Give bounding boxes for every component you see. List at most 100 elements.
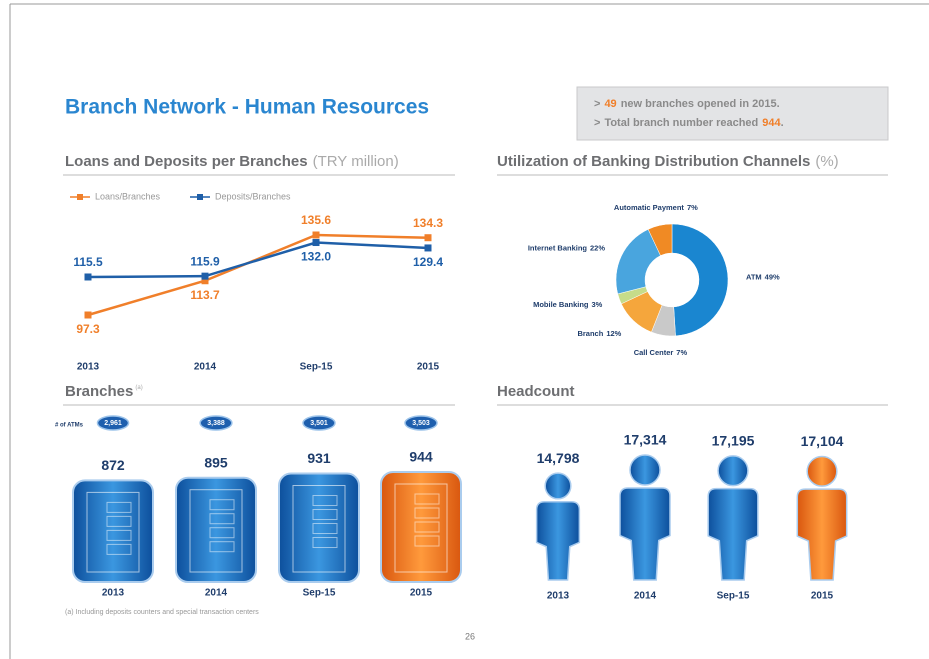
slice-value: 7%	[676, 348, 687, 357]
atm-badge	[302, 415, 336, 431]
section-unit: (%)	[815, 153, 838, 170]
person-body	[796, 488, 848, 581]
branch-door	[189, 489, 243, 573]
person-body	[619, 487, 671, 581]
branch-door	[394, 483, 448, 573]
person-head	[544, 472, 572, 500]
pie-slice	[647, 223, 673, 256]
branch-window	[106, 515, 132, 527]
section-title-text: Utilization of Banking Distribution Chan…	[497, 153, 810, 170]
slice-label: Automatic Payment 7%	[614, 203, 698, 212]
branch-bar	[175, 476, 257, 583]
section-title-text: Headcount	[497, 383, 575, 400]
legend-label: Loans/Branches	[95, 191, 161, 201]
person	[535, 472, 581, 581]
data-label: 113.7	[190, 288, 220, 302]
series-line	[87, 241, 429, 279]
point	[84, 273, 92, 281]
branch-bar	[278, 472, 360, 583]
callout-end: .	[781, 117, 784, 129]
branch-window	[106, 529, 132, 541]
callout-line: > Total branch number reached 944.	[594, 117, 784, 129]
point	[201, 272, 209, 280]
point	[424, 234, 432, 242]
slice-value: 22%	[590, 243, 605, 252]
callout-marker: >	[594, 117, 600, 129]
data-label: 132.0	[301, 250, 331, 264]
data-label: 17,195	[712, 433, 755, 449]
branch-window	[312, 509, 338, 521]
x-tick-label: 2013	[102, 588, 125, 599]
person	[796, 455, 848, 581]
branch-window	[414, 493, 440, 505]
atm-value: 3,501	[310, 420, 328, 427]
legend-label: Deposits/Branches	[215, 191, 291, 201]
x-tick-label: 2015	[811, 591, 834, 602]
branch-window	[209, 513, 235, 525]
branch-window	[209, 499, 235, 511]
x-tick-label: 2015	[410, 588, 433, 599]
footnote: (a) Including deposits counters and spec…	[65, 609, 259, 616]
branch-window	[312, 523, 338, 535]
section-title: Headcount	[497, 383, 575, 400]
x-tick-label: 2014	[634, 591, 657, 602]
branch-door	[292, 485, 346, 573]
callout-box	[576, 86, 889, 141]
slice-category: Mobile Banking	[533, 300, 589, 309]
slice-category: ATM	[746, 273, 762, 282]
data-label: 129.4	[413, 255, 443, 269]
x-tick-label: 2013	[77, 362, 100, 373]
person	[619, 454, 671, 581]
slice-category: Internet Banking	[528, 243, 588, 252]
callout-highlight: 944	[762, 117, 781, 129]
data-label: 134.3	[413, 216, 443, 230]
legend-marker	[197, 194, 203, 200]
section-title: Utilization of Banking Distribution Chan…	[497, 153, 839, 170]
branch-window	[106, 543, 132, 555]
person-body	[707, 487, 759, 581]
slide-title: Branch Network - Human Resources	[65, 96, 429, 119]
x-tick-label: 2015	[417, 362, 440, 373]
branch-bar	[380, 471, 462, 583]
point	[312, 239, 320, 247]
slice-category: Branch	[577, 329, 603, 338]
callout-text: Total branch number reached	[604, 117, 758, 129]
callout-highlight: 49	[604, 98, 616, 110]
branch-window	[209, 527, 235, 539]
atm-value: 2,961	[104, 420, 122, 427]
data-label: 14,798	[537, 450, 580, 466]
person-head	[806, 455, 838, 487]
page-number: 26	[465, 631, 475, 641]
branch-window	[414, 521, 440, 533]
data-label: 115.9	[190, 254, 220, 268]
slice-label: Mobile Banking 3%	[533, 300, 603, 309]
x-tick-label: 2013	[547, 591, 570, 602]
data-label: 115.5	[73, 255, 103, 269]
branch-window	[106, 501, 132, 513]
x-tick-label: 2014	[194, 362, 217, 373]
legend-marker	[77, 194, 83, 200]
slice-value: 3%	[592, 300, 603, 309]
point	[424, 244, 432, 252]
slice-value: 49%	[765, 273, 780, 282]
slice-value: 12%	[606, 329, 621, 338]
slice-label: ATM 49%	[746, 273, 780, 282]
slice-value: 7%	[687, 203, 698, 212]
data-label: 944	[409, 449, 433, 465]
branch-window	[312, 495, 338, 507]
pie-slice	[671, 223, 729, 337]
atm-badge	[404, 415, 438, 431]
person-head	[629, 454, 661, 486]
callout-marker: >	[594, 98, 600, 110]
branch-window	[312, 537, 338, 549]
atm-label: # of ATMs	[55, 423, 84, 429]
slice-category: Call Center	[634, 348, 674, 357]
series-line	[87, 233, 429, 317]
person-body	[535, 501, 581, 581]
point	[312, 231, 320, 239]
atm-value: 3,503	[412, 420, 430, 427]
x-tick-label: Sep-15	[717, 591, 750, 602]
slice-label: Call Center 7%	[634, 348, 688, 357]
callout-line: >49 new branches opened in 2015.	[594, 98, 780, 110]
